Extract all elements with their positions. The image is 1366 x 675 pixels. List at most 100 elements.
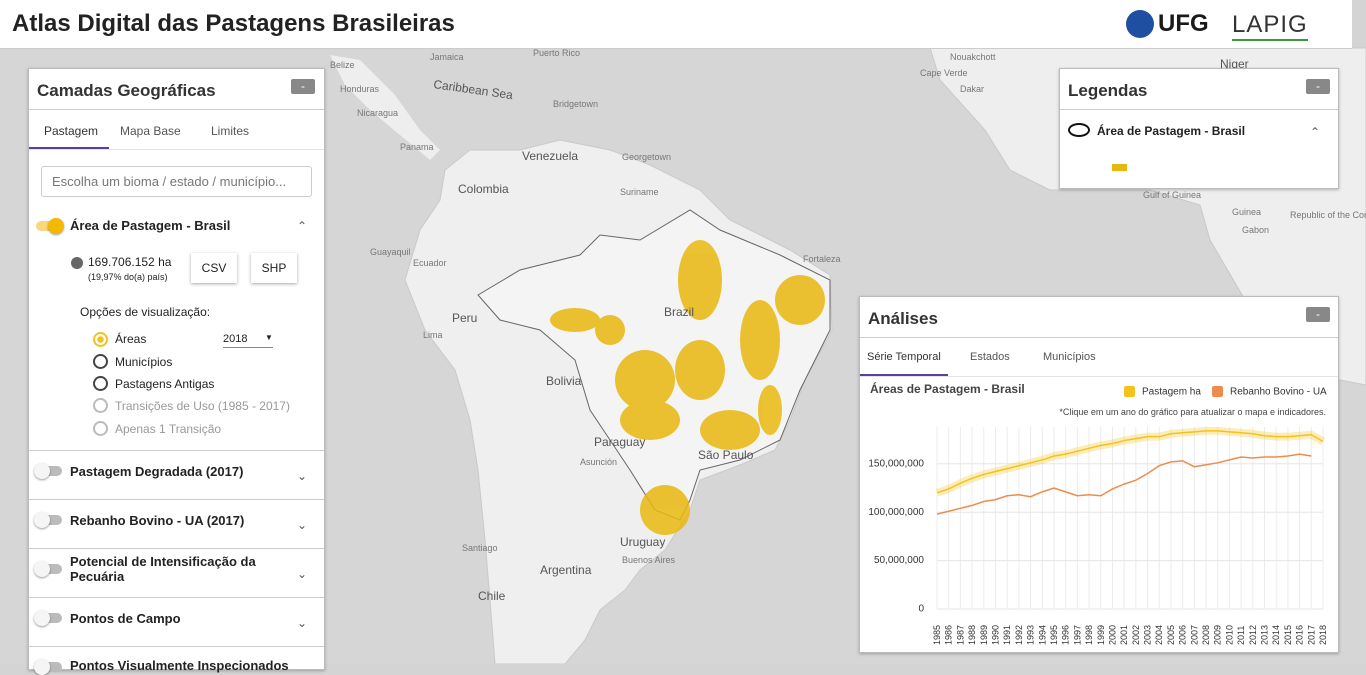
map-label: Gabon: [1242, 225, 1269, 235]
radio[interactable]: [93, 332, 108, 347]
header: Atlas Digital das Pastagens Brasileiras …: [0, 0, 1352, 49]
x-tick-label: 1986: [944, 625, 954, 645]
logo-lapig: LAPIG: [1232, 11, 1308, 41]
x-tick-label: 2010: [1224, 625, 1234, 645]
x-tick-label: 1999: [1096, 625, 1106, 645]
legend-swatch: [1212, 386, 1223, 397]
logo-ufg: UFG: [1158, 10, 1209, 37]
map-label: Lima: [423, 330, 443, 340]
csv-button[interactable]: CSV: [191, 253, 237, 283]
map-label: Ecuador: [413, 258, 447, 268]
series-line: [936, 430, 1324, 494]
layer-name: Potencial de Intensificação da Pecuária: [70, 554, 256, 584]
layer-name: Pontos de Campo: [70, 611, 181, 626]
map-label: Uruguay: [620, 535, 665, 549]
pasture-areas: [550, 240, 825, 535]
chart[interactable]: Áreas de Pastagem - Brasil 0 50,000,000 10…: [859, 376, 1337, 650]
layer-name: Pontos Visualmente Inspecionados: [70, 658, 289, 673]
x-tick-label: 2005: [1166, 625, 1176, 645]
map-label: Republic of the Congo: [1290, 210, 1366, 220]
tab-indicator: [29, 147, 109, 149]
map-label: Dakar: [960, 84, 984, 94]
search-input[interactable]: Escolha um bioma / estado / município...: [41, 166, 312, 197]
x-tick-label: 1995: [1049, 625, 1059, 645]
map-label: Argentina: [540, 563, 592, 577]
map-label: Paraguay: [594, 435, 645, 449]
radio[interactable]: [93, 354, 108, 369]
map-label: Gulf of Guinea: [1143, 190, 1201, 200]
chart-note: *Clique em um ano do gráfico para atuali…: [1059, 407, 1326, 417]
tab[interactable]: Série Temporal: [867, 351, 941, 363]
toggle[interactable]: [34, 561, 62, 577]
radio[interactable]: [93, 376, 108, 391]
layer-name: Pastagem Degradada (2017): [70, 464, 244, 479]
shp-button[interactable]: SHP: [251, 253, 297, 283]
x-tick-label: 2014: [1271, 625, 1281, 645]
panel-title: Legendas: [1068, 81, 1148, 100]
map-label: Nicaragua: [357, 108, 398, 118]
radio[interactable]: [93, 398, 108, 413]
map-label: Santiago: [462, 543, 498, 553]
x-tick-label: 1993: [1026, 625, 1036, 645]
y-tick-label: 50,000,000: [874, 555, 924, 566]
tab[interactable]: Municípios: [1043, 351, 1096, 363]
legend-label: Rebanho Bovino - UA: [1230, 387, 1327, 398]
x-tick-label: 1998: [1084, 625, 1094, 645]
toggle[interactable]: [34, 610, 62, 626]
eye-icon[interactable]: [1068, 123, 1090, 137]
x-tick-label: 1985: [932, 625, 942, 645]
tab[interactable]: Mapa Base: [120, 124, 181, 138]
map-label: Jamaica: [430, 52, 464, 62]
map-label: Cape Verde: [920, 68, 968, 78]
tab[interactable]: Pastagem: [44, 124, 99, 138]
toggle[interactable]: [36, 218, 64, 234]
map-label: Asunción: [580, 457, 617, 467]
panel-title: Camadas Geográficas: [37, 81, 216, 100]
map-label: Nouakchott: [950, 52, 996, 62]
collapse-button[interactable]: -: [291, 79, 315, 94]
collapse-button[interactable]: -: [1306, 307, 1330, 322]
map-label: Chile: [478, 589, 506, 603]
map-label: Peru: [452, 311, 477, 325]
series-line: [936, 453, 1312, 515]
map-label: Suriname: [620, 187, 659, 197]
map-label: Honduras: [340, 84, 380, 94]
map-label: Georgetown: [622, 152, 671, 162]
radio[interactable]: [93, 421, 108, 436]
x-tick-label: 2001: [1119, 625, 1129, 645]
map-label: Belize: [330, 60, 355, 70]
x-tick-label: 1992: [1014, 625, 1024, 645]
legend-layer: Área de Pastagem - Brasil: [1097, 124, 1246, 138]
app-title: Atlas Digital das Pastagens Brasileiras: [12, 10, 455, 37]
option-label: Municípios: [115, 355, 173, 369]
info-icon[interactable]: [71, 257, 83, 269]
option-label: Apenas 1 Transição: [115, 422, 222, 436]
map-label: Guinea: [1232, 207, 1261, 217]
map-label: Venezuela: [522, 149, 578, 163]
year-select[interactable]: 2018: [223, 333, 273, 348]
collapse-button[interactable]: -: [1306, 79, 1330, 94]
x-tick-label: 1988: [967, 625, 977, 645]
analysis-panel: Análises - Série Temporal Estados Municí…: [859, 296, 1339, 653]
x-tick-label: 2000: [1107, 625, 1117, 645]
options-title: Opções de visualização:: [80, 305, 211, 319]
tab-indicator: [860, 374, 948, 376]
x-tick-label: 2013: [1260, 625, 1270, 645]
toggle[interactable]: [34, 463, 62, 479]
x-tick-label: 1997: [1072, 625, 1082, 645]
chart-title: Áreas de Pastagem - Brasil: [870, 381, 1025, 396]
x-tick-label: 2018: [1318, 625, 1328, 645]
tab[interactable]: Limites: [211, 124, 250, 138]
legend-label: Pastagem ha: [1142, 387, 1201, 398]
toggle[interactable]: [34, 512, 62, 528]
tab[interactable]: Estados: [970, 351, 1010, 363]
x-tick-label: 2006: [1178, 625, 1188, 645]
x-tick-label: 2015: [1283, 625, 1293, 645]
map-label: Niger: [1220, 57, 1249, 71]
x-tick-label: 1987: [955, 625, 965, 645]
x-tick-label: 1991: [1002, 625, 1012, 645]
x-tick-label: 2004: [1154, 625, 1164, 645]
x-tick-label: 2012: [1248, 625, 1258, 645]
